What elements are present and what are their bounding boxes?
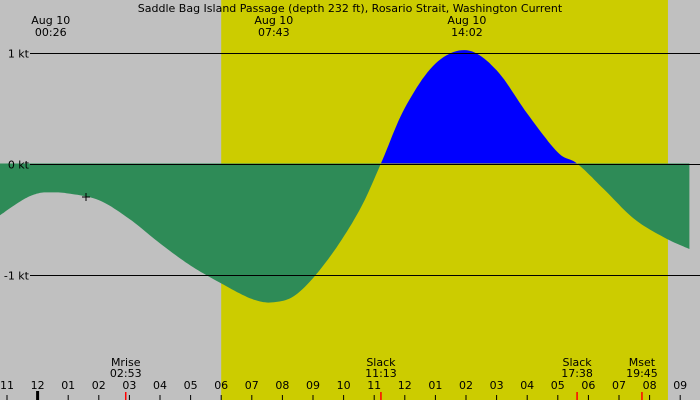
- x-tick-label: 08: [275, 379, 289, 392]
- x-tick-label: 09: [673, 379, 687, 392]
- x-tick-label: 04: [153, 379, 167, 392]
- event-name-label: Mset: [629, 356, 656, 369]
- x-tick-label: 04: [520, 379, 534, 392]
- ebb-current-area-0: [0, 163, 381, 303]
- y-axis-labels: 1 kt 0 kt -1 kt: [4, 48, 30, 283]
- x-tick-label: 03: [490, 379, 504, 392]
- y-tick-label: -1 kt: [4, 270, 30, 283]
- x-tick-label: 11: [0, 379, 14, 392]
- y-tick-label: 0 kt: [8, 159, 30, 172]
- x-tick-label: 07: [245, 379, 259, 392]
- event-name-label: Slack: [562, 356, 592, 369]
- x-tick-label: 06: [581, 379, 595, 392]
- top-date-label: Aug 10: [254, 14, 293, 27]
- top-time-label: 14:02: [451, 26, 483, 39]
- top-time-label: 00:26: [35, 26, 67, 39]
- chart-title: Saddle Bag Island Passage (depth 232 ft)…: [138, 2, 563, 15]
- event-name-label: Slack: [366, 356, 396, 369]
- y-tick-label: 1 kt: [8, 48, 30, 61]
- top-date-label: Aug 10: [447, 14, 486, 27]
- event-name-label: Mrise: [111, 356, 141, 369]
- x-tick-label: 02: [92, 379, 106, 392]
- x-tick-label: 01: [428, 379, 442, 392]
- kt-gridlines: [30, 53, 700, 276]
- x-axis: 11 12 01 02 03 04 05 06 07 08 09 10 11 12 01 02 03 04 05 06…: [0, 379, 687, 400]
- x-tick-label: 08: [643, 379, 657, 392]
- x-tick-label: 03: [122, 379, 136, 392]
- event-time-label: 02:53: [110, 367, 142, 380]
- x-tick-label: 02: [459, 379, 473, 392]
- x-tick-label: 12: [398, 379, 412, 392]
- x-tick-label: 10: [337, 379, 351, 392]
- x-tick-label: 09: [306, 379, 320, 392]
- ebb-current-area-2: [577, 163, 690, 249]
- x-tick-label: 06: [214, 379, 228, 392]
- x-tick-label: 05: [184, 379, 198, 392]
- x-tick-label: 11: [367, 379, 381, 392]
- x-tick-label: 07: [612, 379, 626, 392]
- crosshair-marker: [82, 193, 90, 201]
- x-tick-label: 12: [31, 379, 45, 392]
- event-time-label: 19:45: [626, 367, 658, 380]
- x-tick-label: 05: [551, 379, 565, 392]
- top-date-label: Aug 10: [31, 14, 70, 27]
- top-time-label: 07:43: [258, 26, 290, 39]
- x-tick-label: 01: [61, 379, 75, 392]
- flood-current-area-1: [380, 50, 578, 164]
- event-time-label: 11:13: [365, 367, 397, 380]
- current-area: [0, 50, 690, 303]
- event-time-label: 17:38: [561, 367, 593, 380]
